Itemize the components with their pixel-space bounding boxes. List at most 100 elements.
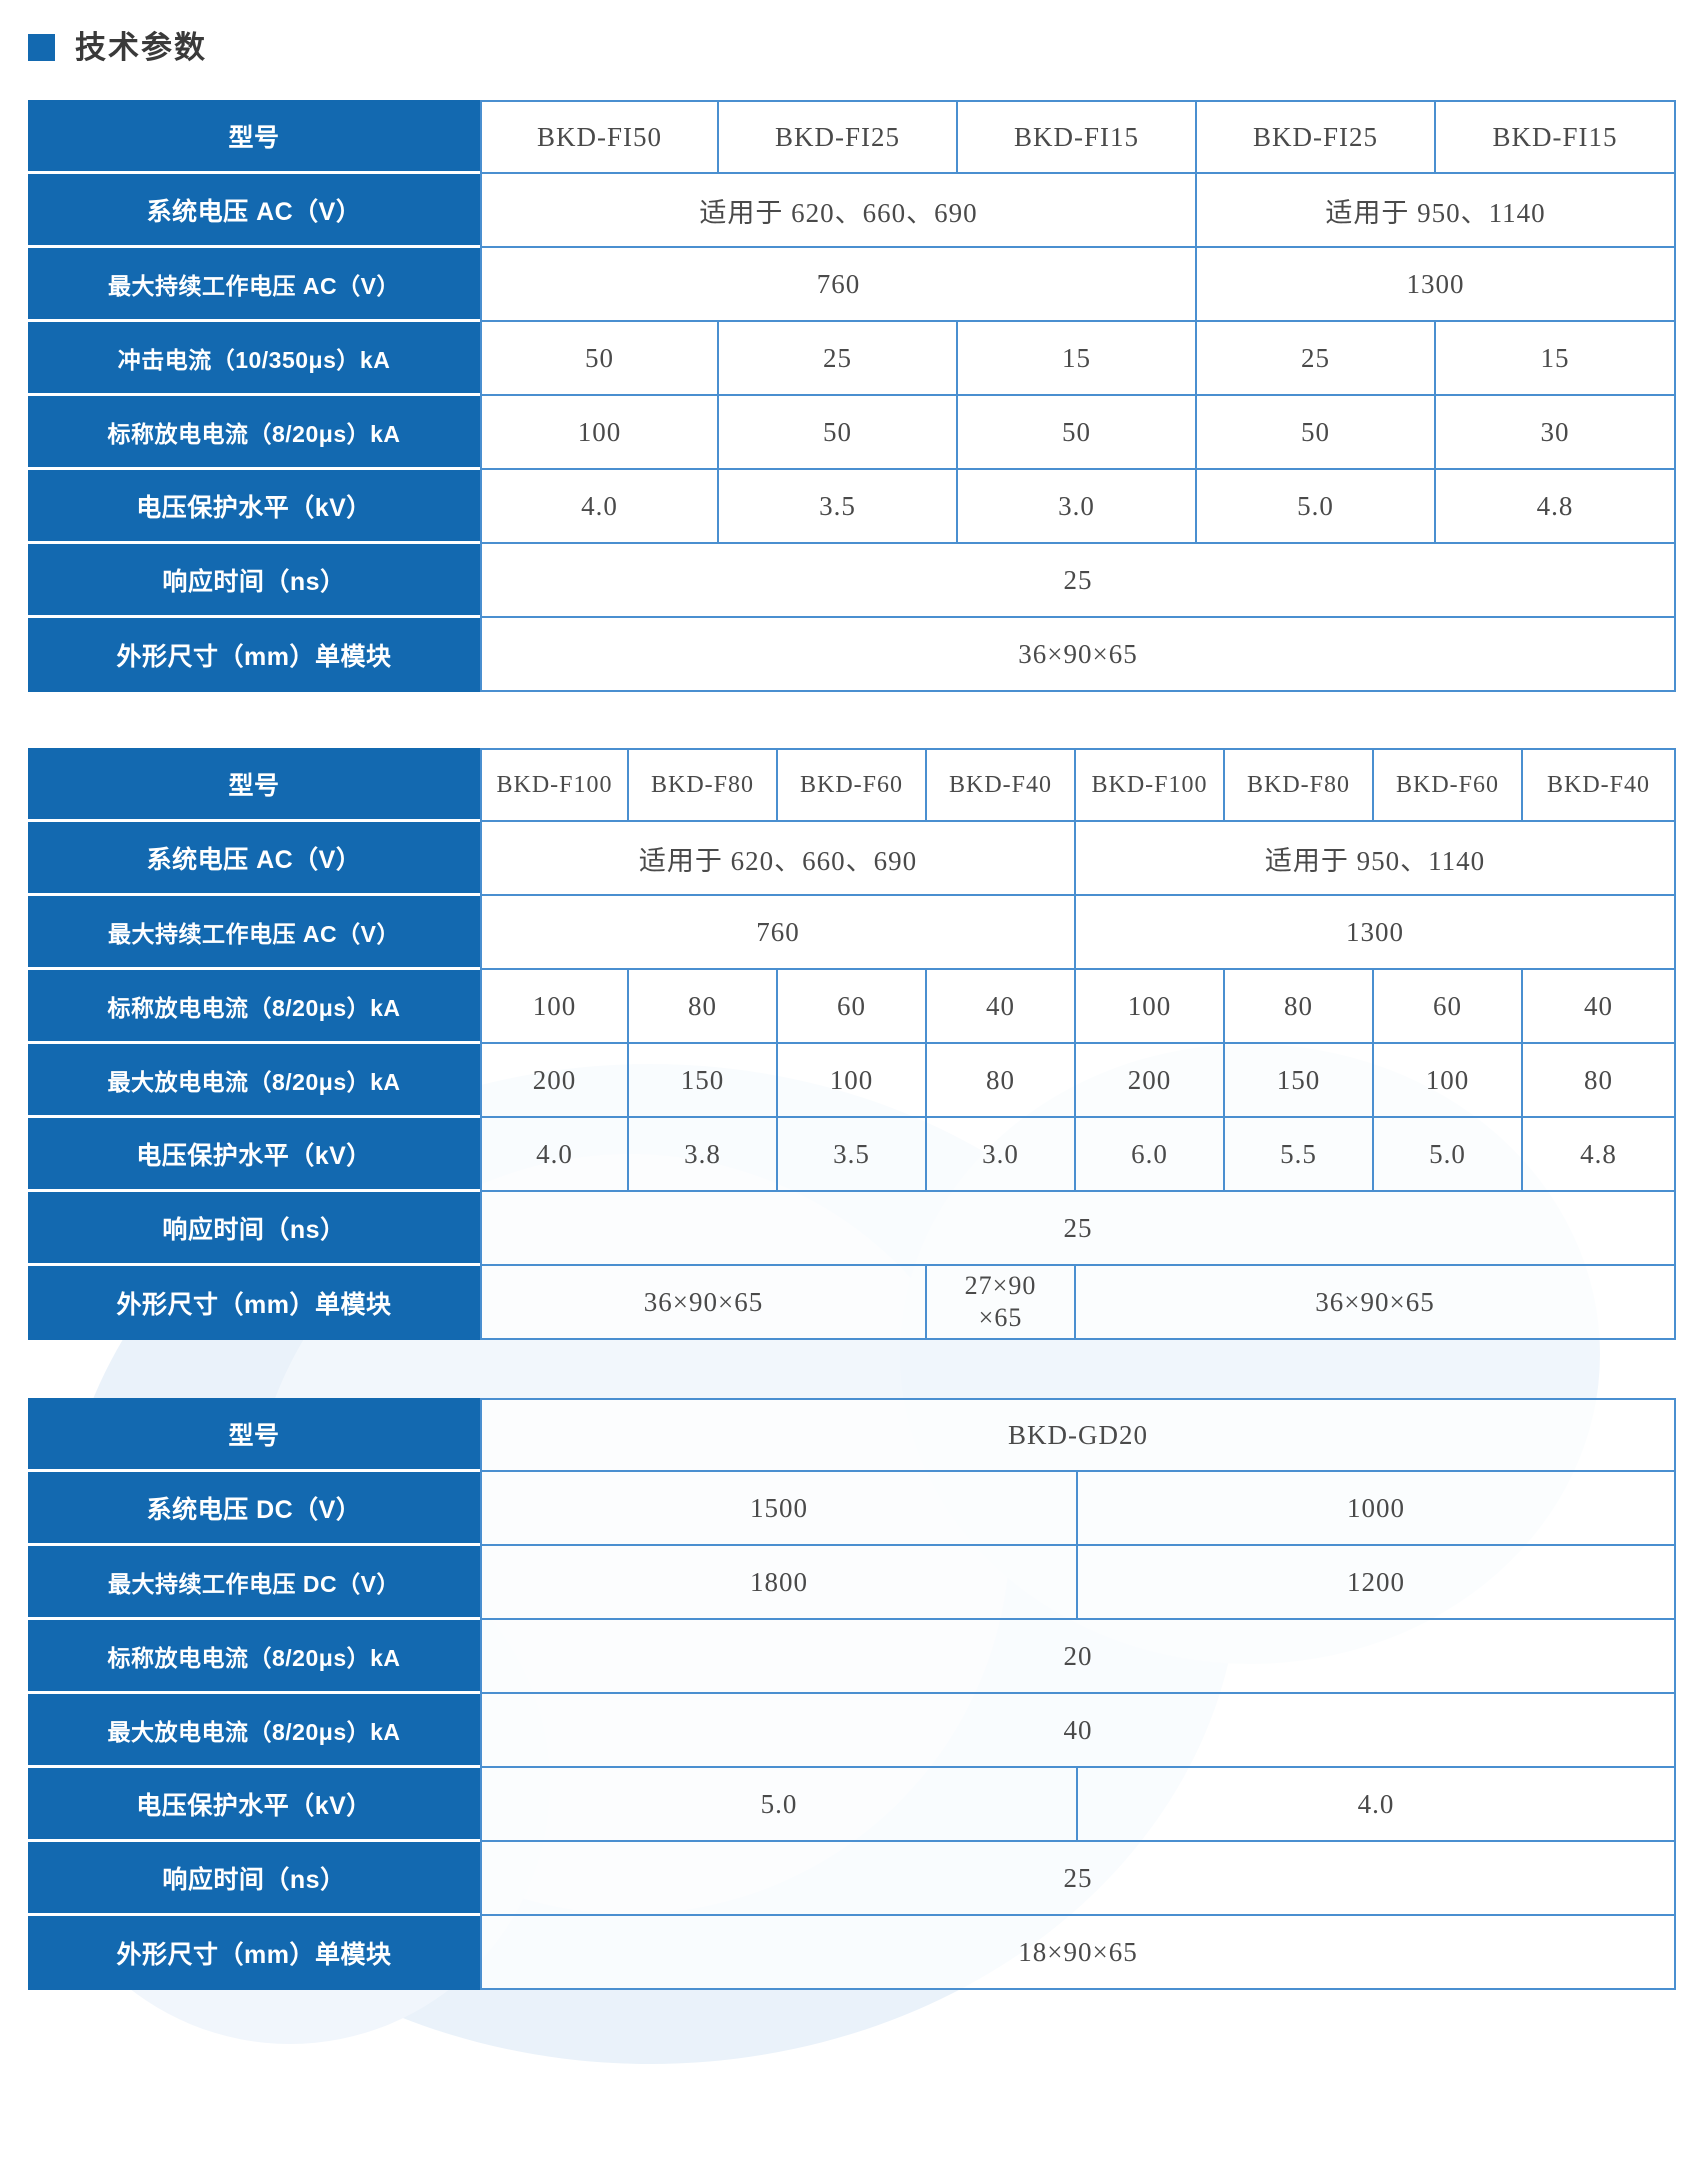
row-label-system-voltage-dc: 系统电压 DC（V）: [28, 1472, 480, 1546]
row-label-response-time: 响应时间（ns）: [28, 1192, 480, 1266]
value-cell-voltage-low: 适用于 620、660、690: [480, 174, 1197, 248]
value-cell: 1200: [1078, 1546, 1676, 1620]
value-cell: 15: [1436, 322, 1676, 396]
value-cell: 5.0: [1374, 1118, 1523, 1192]
row-label-model: 型号: [28, 748, 480, 822]
value-cell-voltage-high: 适用于 950、1140: [1076, 822, 1676, 896]
value-cell: 100: [480, 970, 629, 1044]
value-cell: 200: [1076, 1044, 1225, 1118]
row-label-system-voltage: 系统电压 AC（V）: [28, 822, 480, 896]
value-cell-response-time: 25: [480, 1192, 1676, 1266]
row-label-max-continuous: 最大持续工作电压 AC（V）: [28, 896, 480, 970]
value-cell: 25: [1197, 322, 1436, 396]
value-cell: 3.0: [958, 470, 1197, 544]
value-cell-mcov-low: 760: [480, 896, 1076, 970]
model-cell: BKD-F80: [1225, 748, 1374, 822]
model-cell: BKD-FI25: [719, 100, 958, 174]
model-cell: BKD-F100: [1076, 748, 1225, 822]
row-label-nominal-discharge: 标称放电电流（8/20μs）kA: [28, 1620, 480, 1694]
table-row: 电压保护水平（kV） 4.0 3.5 3.0 5.0 4.8: [28, 470, 1676, 544]
value-cell: 50: [958, 396, 1197, 470]
value-cell: 4.8: [1436, 470, 1676, 544]
row-label-max-discharge: 最大放电电流（8/20μs）kA: [28, 1694, 480, 1768]
row-label-protection-level: 电压保护水平（kV）: [28, 1118, 480, 1192]
table-row: 响应时间（ns） 25: [28, 1842, 1676, 1916]
table-row: 最大持续工作电压 AC（V） 760 1300: [28, 248, 1676, 322]
value-cell: 100: [1076, 970, 1225, 1044]
value-cell-voltage-high: 适用于 950、1140: [1197, 174, 1676, 248]
model-cell: BKD-F40: [927, 748, 1076, 822]
table-row: 系统电压 DC（V） 1500 1000: [28, 1472, 1676, 1546]
value-cell-dimensions-mid: 27×90 ×65: [927, 1266, 1076, 1340]
value-cell: 50: [719, 396, 958, 470]
model-cell: BKD-GD20: [480, 1398, 1676, 1472]
row-label-impulse-current: 冲击电流（10/350μs）kA: [28, 322, 480, 396]
value-cell: 4.8: [1523, 1118, 1676, 1192]
section-heading: 技术参数: [28, 24, 1700, 70]
model-cell: BKD-FI15: [958, 100, 1197, 174]
model-cell: BKD-FI15: [1436, 100, 1676, 174]
row-label-protection-level: 电压保护水平（kV）: [28, 470, 480, 544]
value-cell: 3.5: [778, 1118, 927, 1192]
row-label-max-continuous-dc: 最大持续工作电压 DC（V）: [28, 1546, 480, 1620]
table-row: 系统电压 AC（V） 适用于 620、660、690 适用于 950、1140: [28, 174, 1676, 248]
value-cell: 1500: [480, 1472, 1078, 1546]
value-cell: 6.0: [1076, 1118, 1225, 1192]
table-row: 最大持续工作电压 DC（V） 1800 1200: [28, 1546, 1676, 1620]
value-cell: 150: [1225, 1044, 1374, 1118]
table-row: 电压保护水平（kV） 4.0 3.8 3.5 3.0 6.0 5.5 5.0 4…: [28, 1118, 1676, 1192]
model-cell: BKD-F40: [1523, 748, 1676, 822]
value-cell: 3.0: [927, 1118, 1076, 1192]
value-cell: 80: [927, 1044, 1076, 1118]
value-cell: 60: [778, 970, 927, 1044]
table-row: 外形尺寸（mm）单模块 18×90×65: [28, 1916, 1676, 1990]
value-cell-mcov-high: 1300: [1197, 248, 1676, 322]
dimensions-line-1: 27×90: [964, 1270, 1037, 1300]
spec-table-fi-series: 型号 BKD-FI50 BKD-FI25 BKD-FI15 BKD-FI25 B…: [28, 100, 1676, 692]
value-cell-response-time: 25: [480, 1842, 1676, 1916]
value-cell-dimensions: 36×90×65: [480, 618, 1676, 692]
row-label-nominal-discharge: 标称放电电流（8/20μs）kA: [28, 396, 480, 470]
model-cell: BKD-F100: [480, 748, 629, 822]
heading-square-icon: [28, 33, 55, 61]
value-cell: 40: [1523, 970, 1676, 1044]
row-label-response-time: 响应时间（ns）: [28, 544, 480, 618]
value-cell: 80: [1225, 970, 1374, 1044]
row-label-system-voltage: 系统电压 AC（V）: [28, 174, 480, 248]
table-row: 标称放电电流（8/20μs）kA 100 50 50 50 30: [28, 396, 1676, 470]
row-label-response-time: 响应时间（ns）: [28, 1842, 480, 1916]
table-row: 系统电压 AC（V） 适用于 620、660、690 适用于 950、1140: [28, 822, 1676, 896]
value-cell-voltage-low: 适用于 620、660、690: [480, 822, 1076, 896]
table-row: 型号 BKD-F100 BKD-F80 BKD-F60 BKD-F40 BKD-…: [28, 748, 1676, 822]
value-cell-dimensions: 18×90×65: [480, 1916, 1676, 1990]
table-row: 外形尺寸（mm）单模块 36×90×65: [28, 618, 1676, 692]
row-label-dimensions: 外形尺寸（mm）单模块: [28, 1266, 480, 1340]
row-label-dimensions: 外形尺寸（mm）单模块: [28, 1916, 480, 1990]
value-cell: 50: [1197, 396, 1436, 470]
spec-table-f-series: 型号 BKD-F100 BKD-F80 BKD-F60 BKD-F40 BKD-…: [28, 748, 1676, 1340]
value-cell: 4.0: [480, 470, 719, 544]
row-label-model: 型号: [28, 100, 480, 174]
value-cell: 25: [719, 322, 958, 396]
table-row: 最大放电电流（8/20μs）kA 200 150 100 80 200 150 …: [28, 1044, 1676, 1118]
table-row: 电压保护水平（kV） 5.0 4.0: [28, 1768, 1676, 1842]
table-row: 标称放电电流（8/20μs）kA 20: [28, 1620, 1676, 1694]
row-label-max-continuous: 最大持续工作电压 AC（V）: [28, 248, 480, 322]
spec-page: 技术参数 型号 BKD-FI50 BKD-FI25 BKD-FI15 BKD-F…: [0, 24, 1700, 1990]
table-row: 响应时间（ns） 25: [28, 1192, 1676, 1266]
table-row: 最大持续工作电压 AC（V） 760 1300: [28, 896, 1676, 970]
model-cell: BKD-F60: [778, 748, 927, 822]
row-label-model: 型号: [28, 1398, 480, 1472]
value-cell: 40: [480, 1694, 1676, 1768]
value-cell: 60: [1374, 970, 1523, 1044]
value-cell-dimensions-right: 36×90×65: [1076, 1266, 1676, 1340]
table-row: 响应时间（ns） 25: [28, 544, 1676, 618]
value-cell: 80: [629, 970, 778, 1044]
value-cell-mcov-low: 760: [480, 248, 1197, 322]
value-cell: 100: [778, 1044, 927, 1118]
value-cell: 30: [1436, 396, 1676, 470]
value-cell-mcov-high: 1300: [1076, 896, 1676, 970]
value-cell: 5.5: [1225, 1118, 1374, 1192]
table-row: 型号 BKD-GD20: [28, 1398, 1676, 1472]
model-cell: BKD-F60: [1374, 748, 1523, 822]
